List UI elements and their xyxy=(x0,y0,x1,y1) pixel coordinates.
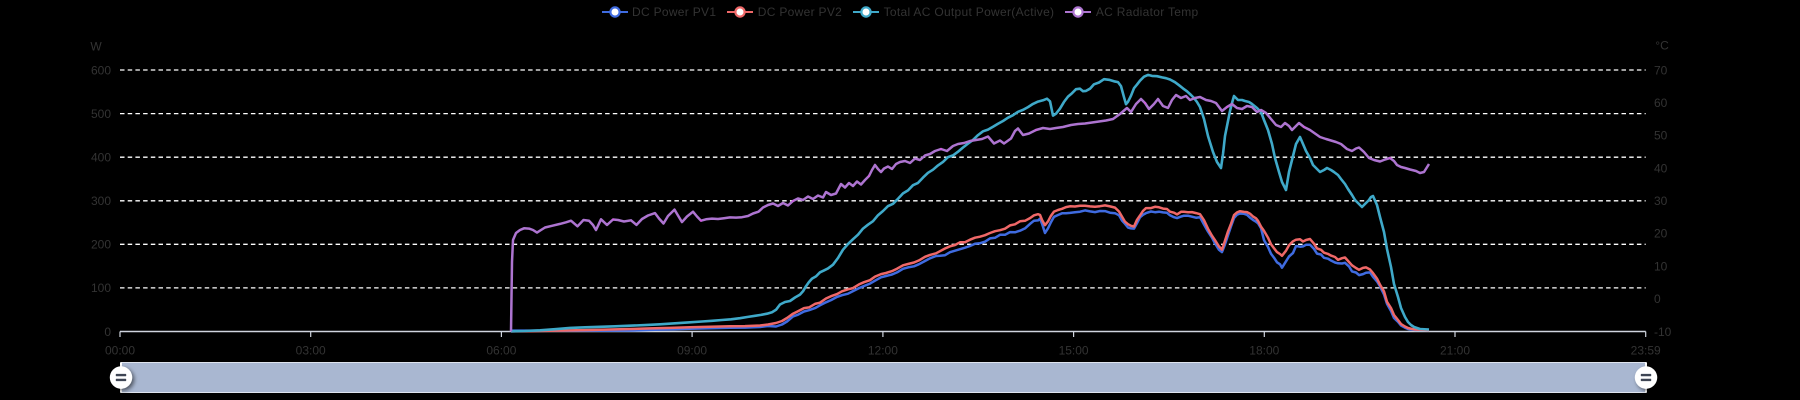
svg-text:12:00: 12:00 xyxy=(868,344,898,358)
svg-text:15:00: 15:00 xyxy=(1059,344,1089,358)
svg-text:70: 70 xyxy=(1654,63,1668,77)
svg-text:03:00: 03:00 xyxy=(296,344,326,358)
svg-text:400: 400 xyxy=(91,151,111,165)
svg-text:-10: -10 xyxy=(1654,325,1672,339)
svg-text:06:00: 06:00 xyxy=(486,344,516,358)
svg-text:500: 500 xyxy=(91,107,111,121)
svg-text:°C: °C xyxy=(1655,39,1669,53)
svg-text:40: 40 xyxy=(1654,161,1668,175)
svg-text:10: 10 xyxy=(1654,259,1668,273)
svg-text:W: W xyxy=(90,40,102,54)
svg-text:0: 0 xyxy=(1654,292,1661,306)
svg-text:09:00: 09:00 xyxy=(677,344,707,358)
svg-text:18:00: 18:00 xyxy=(1249,344,1279,358)
svg-text:0: 0 xyxy=(104,325,111,339)
svg-text:21:00: 21:00 xyxy=(1440,344,1470,358)
svg-text:50: 50 xyxy=(1654,129,1668,143)
svg-text:00:00: 00:00 xyxy=(105,344,135,358)
svg-text:20: 20 xyxy=(1654,227,1668,241)
svg-text:200: 200 xyxy=(91,238,111,252)
svg-text:300: 300 xyxy=(91,194,111,208)
svg-text:600: 600 xyxy=(91,63,111,77)
svg-text:23:59: 23:59 xyxy=(1631,344,1661,358)
svg-text:100: 100 xyxy=(91,281,111,295)
svg-text:60: 60 xyxy=(1654,96,1668,110)
svg-text:30: 30 xyxy=(1654,194,1668,208)
